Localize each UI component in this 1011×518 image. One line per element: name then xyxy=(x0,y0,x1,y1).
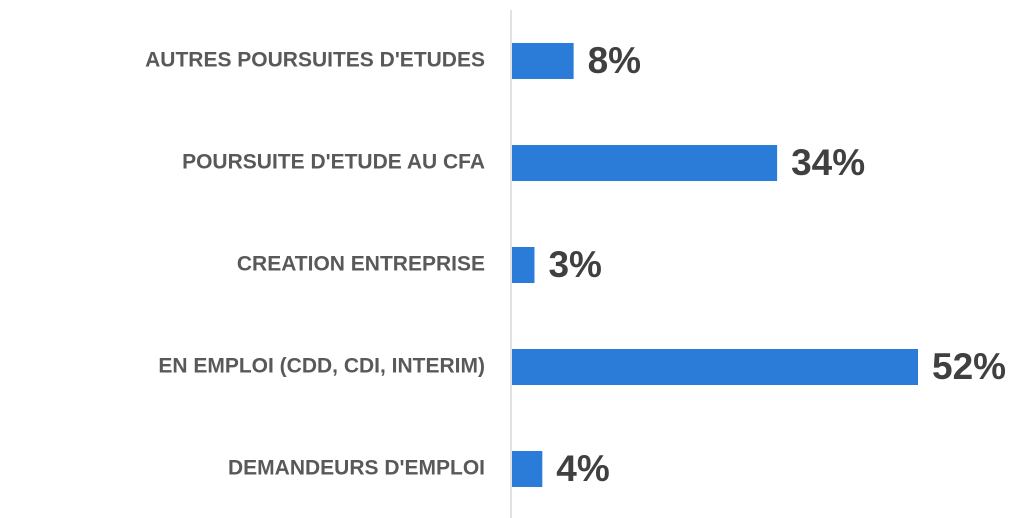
category-label: EN EMPLOI (CDD, CDI, INTERIM) xyxy=(158,355,485,378)
category-label: AUTRES POURSUITES D'ETUDES xyxy=(145,49,485,72)
bar xyxy=(512,349,918,385)
value-label: 3% xyxy=(548,244,601,285)
category-label: POURSUITE D'ETUDE AU CFA xyxy=(182,151,485,174)
category-label: DEMANDEURS D'EMPLOI xyxy=(228,457,485,480)
bar xyxy=(512,43,574,79)
bar xyxy=(512,451,543,487)
value-label: 34% xyxy=(791,142,865,183)
category-label: CREATION ENTREPRISE xyxy=(237,253,485,276)
bar xyxy=(512,247,535,283)
value-label: 4% xyxy=(556,448,609,489)
value-label: 52% xyxy=(932,346,1006,387)
value-label: 8% xyxy=(588,40,641,81)
bar xyxy=(512,145,778,181)
